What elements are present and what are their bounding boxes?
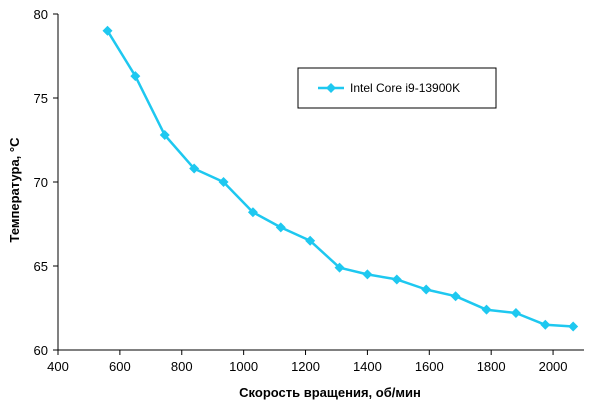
data-point-marker (275, 222, 286, 233)
data-point-marker (189, 163, 200, 174)
x-tick-label: 1000 (229, 359, 258, 374)
data-point-marker (305, 235, 316, 246)
data-point-marker (450, 291, 461, 302)
data-point-marker (362, 269, 373, 280)
y-tick-label: 60 (34, 343, 48, 358)
x-tick-label: 2000 (539, 359, 568, 374)
x-tick-label: 800 (171, 359, 193, 374)
data-point-marker (510, 308, 521, 319)
data-point-marker (102, 25, 113, 36)
x-tick-label: 1200 (291, 359, 320, 374)
data-point-marker (421, 284, 432, 295)
data-point-marker (218, 177, 229, 187)
data-point-marker (481, 304, 492, 315)
y-tick-label: 80 (34, 7, 48, 22)
legend-label: Intel Core i9-13900K (350, 81, 460, 95)
data-point-marker (334, 262, 345, 273)
y-tick-label: 75 (34, 91, 48, 106)
data-point-marker (391, 274, 402, 285)
data-point-marker (159, 129, 170, 140)
x-tick-label: 1400 (353, 359, 382, 374)
data-point-marker (247, 207, 258, 218)
legend: Intel Core i9-13900K (297, 67, 497, 109)
y-tick-label: 65 (34, 259, 48, 274)
x-tick-label: 400 (47, 359, 69, 374)
y-axis-title: Температура, °C (7, 137, 22, 243)
data-point-marker (568, 321, 579, 332)
plot-axes (57, 14, 584, 351)
y-tick-label: 70 (34, 175, 48, 190)
x-tick-label: 1600 (415, 359, 444, 374)
axis-ticks: 400 600 800 1000 1200 1400 1600 1800 2000 60 65 70 7… (34, 7, 568, 374)
x-tick-label: 1800 (477, 359, 506, 374)
series-layer (102, 25, 579, 332)
x-axis-title: Скорость вращения, об/мин (239, 385, 421, 400)
x-tick-label: 600 (109, 359, 131, 374)
data-point-marker (130, 71, 141, 82)
legend-marker-swatch (326, 83, 336, 93)
data-point-marker (540, 319, 551, 330)
